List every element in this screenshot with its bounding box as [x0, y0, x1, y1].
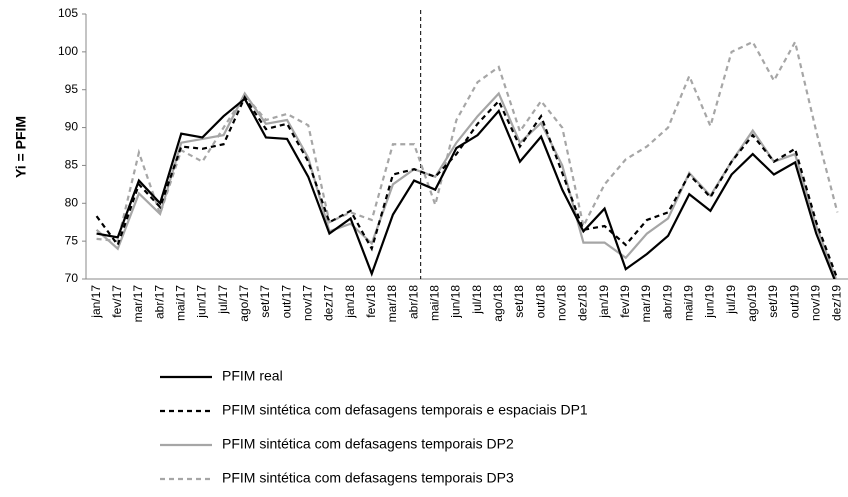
y-tick-label: 100: [58, 44, 78, 58]
x-tick-label: jan/19: [597, 285, 611, 319]
y-axis-label: Yi = PFIM: [13, 116, 29, 178]
y-tick-label: 95: [65, 82, 79, 96]
y-tick-label: 80: [65, 195, 79, 209]
x-tick-label: abr/17: [152, 285, 166, 319]
series-line: [96, 97, 836, 279]
series-line: [95, 91, 838, 279]
y-tick-label: 105: [58, 6, 78, 20]
x-tick-label: ago/19: [745, 285, 759, 322]
x-tick-label: jan/18: [343, 285, 357, 319]
y-tick-label: 85: [65, 158, 79, 172]
legend-label: PFIM sintética com defasagens temporais …: [222, 436, 514, 452]
x-tick-label: fev/17: [110, 285, 124, 318]
x-tick-label: ago/18: [491, 285, 505, 322]
x-tick-label: dez/18: [576, 285, 590, 321]
x-tick-label: ago/17: [237, 285, 251, 322]
x-tick-label: out/18: [533, 285, 547, 319]
x-tick-label: abr/18: [406, 285, 420, 319]
y-tick-label: 90: [65, 120, 79, 134]
legend-label: PFIM sintética com defasagens temporais …: [222, 402, 588, 418]
x-tick-label: fev/19: [618, 285, 632, 318]
x-tick-label: nov/17: [300, 285, 314, 321]
x-tick-label: mar/17: [131, 285, 145, 323]
x-tick-label: jan/17: [89, 285, 103, 319]
legend-label: PFIM sintética com defasagens temporais …: [222, 470, 514, 486]
x-tick-label: mai/18: [427, 285, 441, 321]
x-tick-label: abr/19: [660, 285, 674, 319]
series-line: [95, 95, 839, 279]
x-tick-label: nov/18: [554, 285, 568, 321]
x-tick-label: mai/19: [681, 285, 695, 321]
x-tick-label: jul/18: [470, 285, 484, 315]
y-tick-label: 75: [65, 233, 79, 247]
x-tick-label: mar/18: [385, 285, 399, 323]
x-tick-label: jul/19: [724, 285, 738, 315]
x-tick-label: mar/19: [639, 285, 653, 323]
y-tick-label: 70: [65, 271, 79, 285]
x-tick-label: out/19: [787, 285, 801, 319]
legend-label: PFIM real: [222, 368, 283, 384]
x-tick-label: dez/17: [322, 285, 336, 321]
x-tick-label: jul/17: [216, 285, 230, 315]
x-tick-label: jun/19: [703, 285, 717, 319]
x-tick-label: nov/19: [808, 285, 822, 321]
x-tick-label: mai/17: [173, 285, 187, 321]
series-line: [96, 38, 839, 243]
x-tick-label: set/19: [766, 285, 780, 318]
x-tick-label: jun/18: [449, 285, 463, 319]
x-tick-label: fev/18: [364, 285, 378, 318]
x-tick-label: set/17: [258, 285, 272, 318]
x-tick-label: out/17: [279, 285, 293, 319]
x-tick-label: set/18: [512, 285, 526, 318]
x-tick-label: dez/19: [830, 285, 844, 321]
x-tick-label: jun/17: [195, 285, 209, 319]
plot-area: [95, 38, 839, 279]
